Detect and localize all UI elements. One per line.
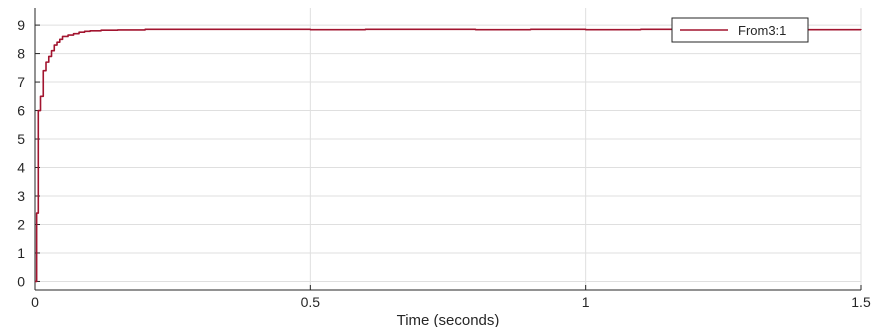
y-tick-label: 6 xyxy=(17,103,25,119)
x-tick-label: 1 xyxy=(582,294,590,310)
x-tick-label: 0.5 xyxy=(301,294,321,310)
x-tick-label: 1.5 xyxy=(851,294,871,310)
axes: 0 0.5 1 1.5 0 1 2 3 4 5 6 7 8 9 xyxy=(17,8,871,310)
series-line xyxy=(35,28,862,283)
x-axis-label: Time (seconds) xyxy=(397,312,500,327)
legend: From3:1 xyxy=(671,17,809,43)
y-tick-label: 5 xyxy=(17,131,25,147)
y-tick-label: 8 xyxy=(17,46,25,62)
y-tick-label: 1 xyxy=(17,245,25,261)
y-tick-label: 9 xyxy=(17,17,25,33)
x-tick-label: 0 xyxy=(31,294,39,310)
legend-entry-label: From3:1 xyxy=(738,23,786,38)
y-tick-label: 3 xyxy=(17,188,25,204)
y-tick-label: 7 xyxy=(17,74,25,90)
y-tick-label: 0 xyxy=(17,273,25,289)
series-layer xyxy=(35,28,862,283)
y-tick-label: 4 xyxy=(17,160,25,176)
y-tick-label: 2 xyxy=(17,216,25,232)
plot-area xyxy=(35,8,861,290)
